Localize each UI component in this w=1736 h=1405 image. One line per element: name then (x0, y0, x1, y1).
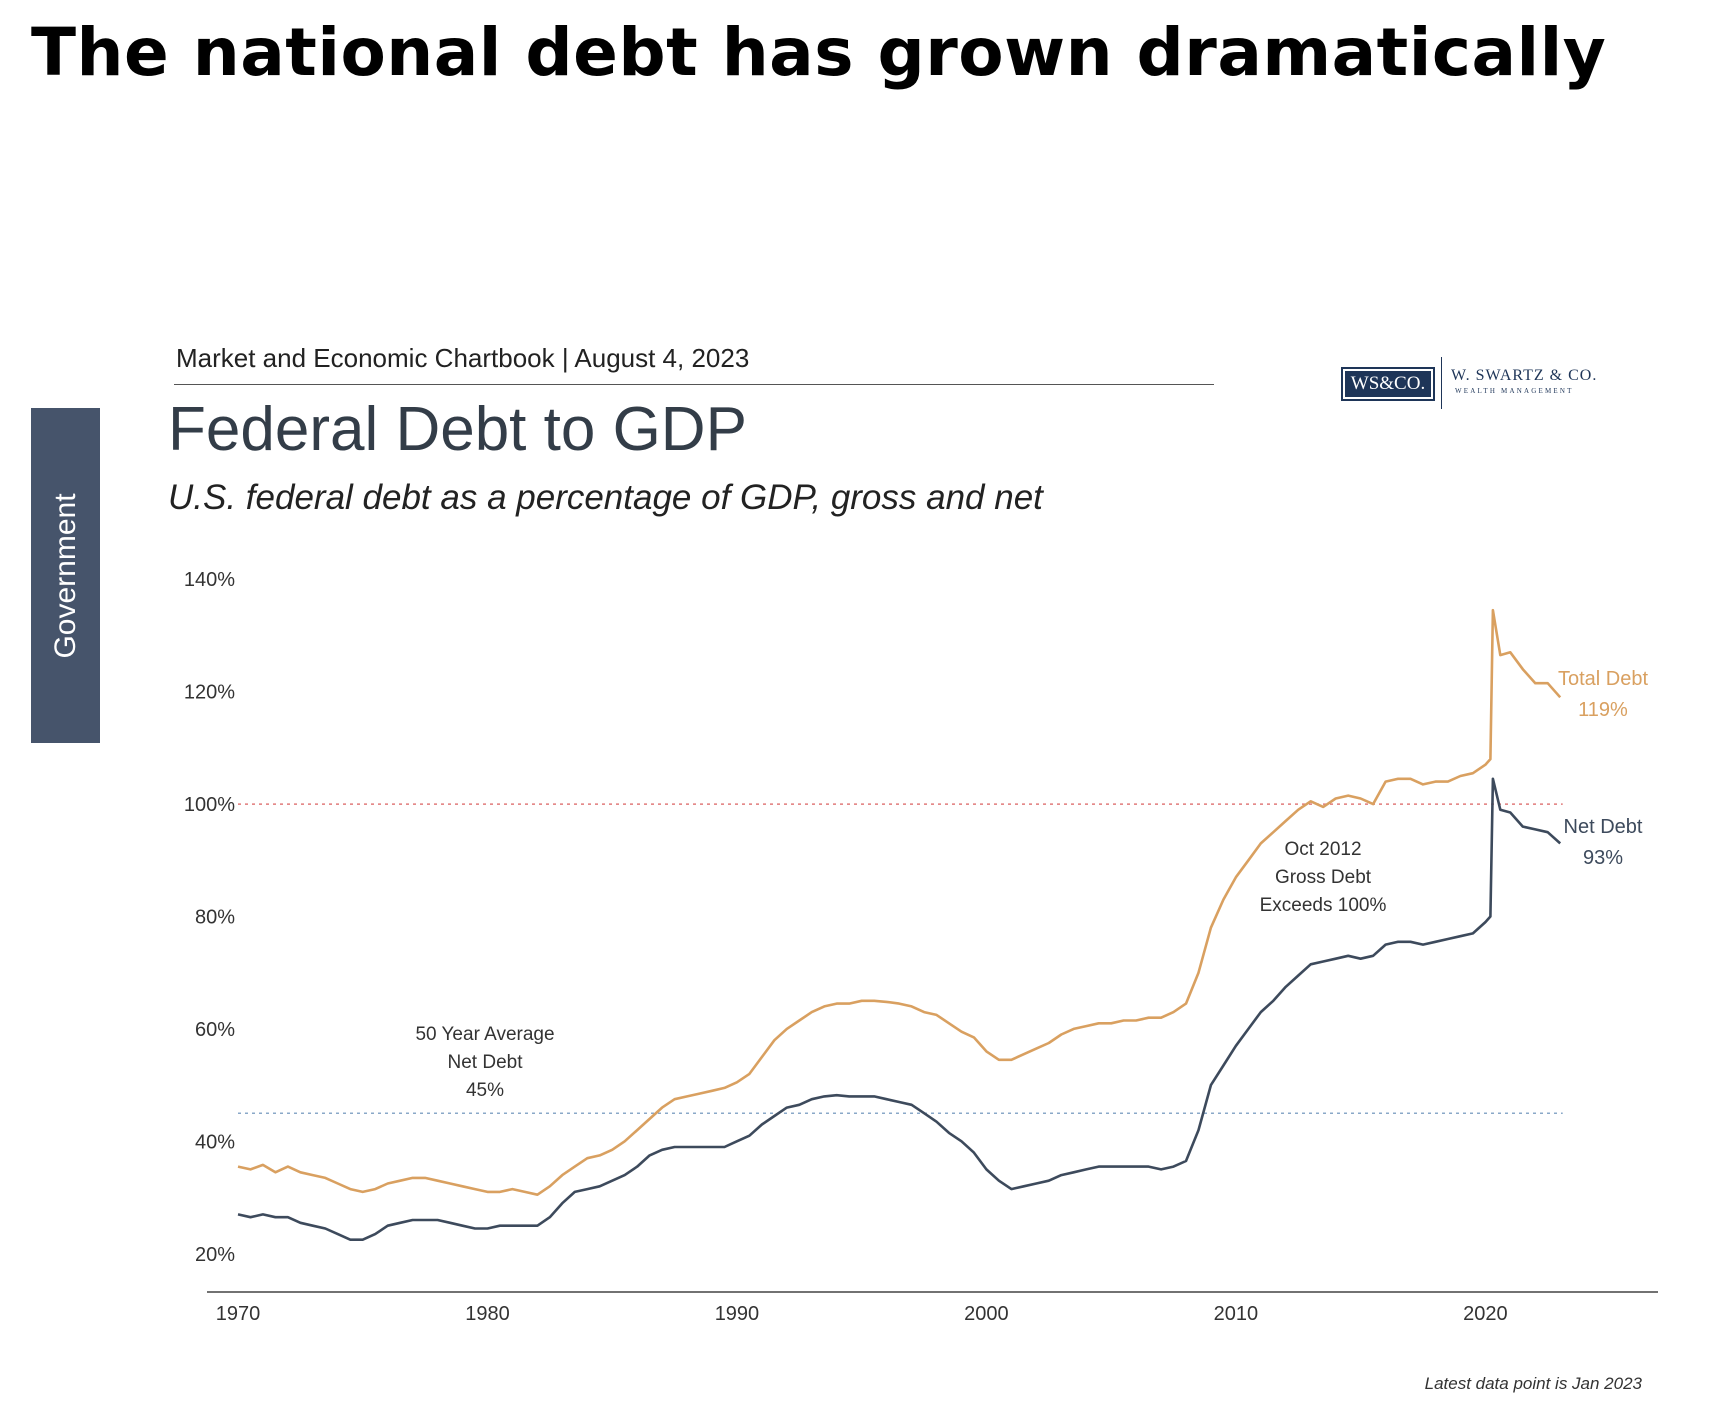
logo-subtitle: WEALTH MANAGEMENT (1455, 387, 1574, 395)
x-tick-label: 2010 (1214, 1303, 1259, 1325)
header-divider (174, 384, 1214, 385)
oct-2012-annotation-line: Exceeds 100% (1260, 895, 1387, 916)
chart-title: Federal Debt to GDP (168, 395, 747, 464)
y-tick-label: 120% (184, 682, 235, 704)
y-tick-label: 140% (184, 569, 235, 591)
y-tick-label: 20% (195, 1244, 235, 1266)
y-tick-label: 80% (195, 907, 235, 929)
company-logo: WS&CO. W. SWARTZ & CO. WEALTH MANAGEMENT (1341, 357, 1611, 409)
average-annotation-line: Net Debt (448, 1052, 524, 1073)
section-tab: Government (31, 408, 100, 743)
y-tick-label: 40% (195, 1131, 235, 1153)
logo-divider (1441, 357, 1442, 409)
oct-2012-annotation-line: Gross Debt (1275, 867, 1372, 888)
x-tick-label: 1980 (465, 1303, 510, 1325)
average-annotation-line: 50 Year Average (415, 1024, 554, 1045)
x-tick-label: 1990 (715, 1303, 760, 1325)
net-debt-label: Net Debt (1564, 816, 1643, 838)
total-debt-line (237, 608, 1562, 1196)
logo-box: WS&CO. (1341, 367, 1435, 401)
net-debt-value: 93% (1583, 847, 1623, 869)
total-debt-label: Total Debt (1558, 668, 1648, 690)
footnote: Latest data point is Jan 2023 (1424, 1374, 1642, 1393)
total-debt-value: 119% (1578, 699, 1628, 721)
oct-2012-annotation-line: Oct 2012 (1284, 839, 1361, 860)
x-tick-label: 2020 (1463, 1303, 1508, 1325)
logo-name: W. SWARTZ & CO. (1451, 367, 1598, 384)
y-tick-label: 60% (195, 1019, 235, 1041)
chartbook-label: Market and Economic Chartbook | August 4… (176, 343, 750, 373)
average-annotation-line: 45% (466, 1080, 504, 1101)
net-debt-line (237, 777, 1562, 1241)
x-tick-label: 1970 (216, 1303, 261, 1325)
y-tick-label: 100% (184, 794, 235, 816)
chart-subtitle: U.S. federal debt as a percentage of GDP… (168, 478, 1043, 517)
page-headline: The national debt has grown dramatically (31, 14, 1607, 91)
x-tick-label: 2000 (964, 1303, 1009, 1325)
